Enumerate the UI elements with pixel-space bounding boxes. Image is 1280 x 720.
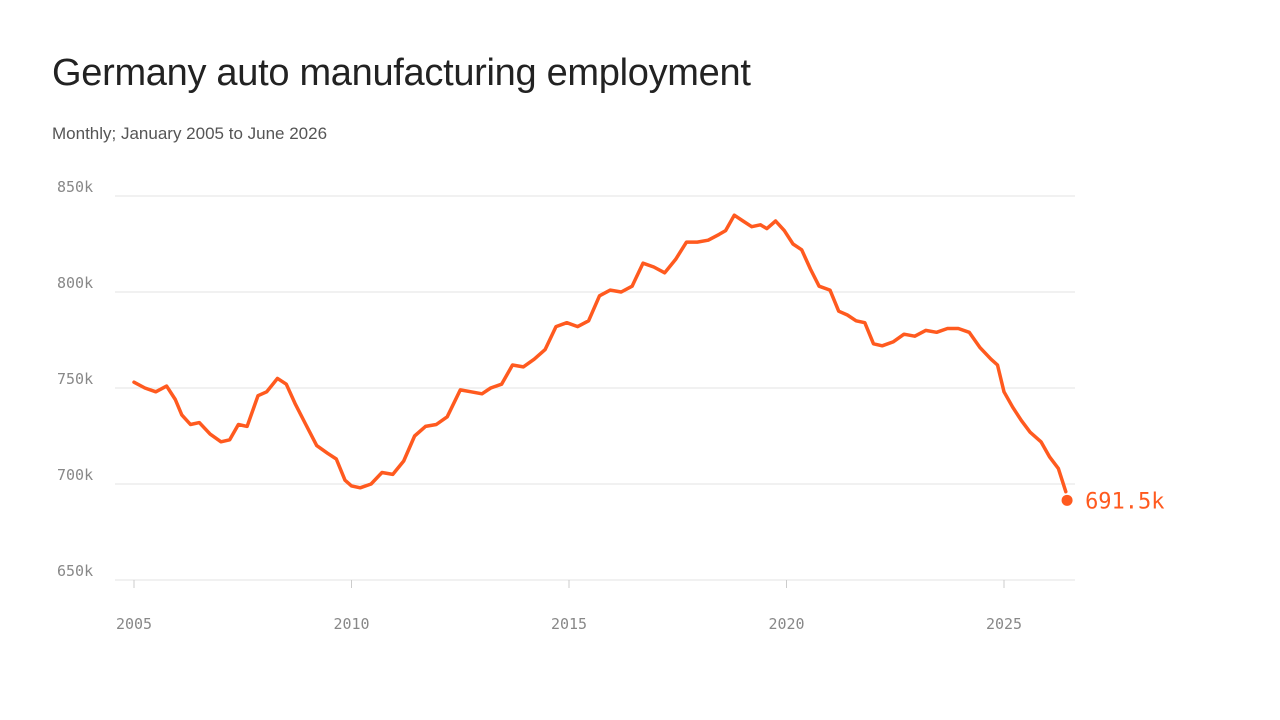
series-line (132, 213, 1068, 494)
end-point-marker (1061, 494, 1073, 506)
y-tick-label: 800k (57, 274, 93, 292)
gridlines (115, 195, 1075, 581)
y-tick-label: 750k (57, 370, 93, 388)
y-tick-label: 650k (57, 562, 93, 580)
y-tick-label: 850k (57, 178, 93, 196)
x-tick-label: 2005 (116, 615, 152, 633)
x-tick-label: 2010 (333, 615, 369, 633)
chart-subtitle: Monthly; January 2005 to June 2026 (52, 124, 328, 143)
chart-title: Germany auto manufacturing employment (52, 52, 751, 94)
axes: 650k 700k 750k 800k 850k 2005 2010 2015 2020 2025 (57, 178, 1022, 633)
x-tick-label: 2015 (551, 615, 587, 633)
end-value-label: 691.5k (1085, 489, 1164, 514)
series-layer (132, 213, 1068, 494)
y-tick-label: 700k (57, 466, 93, 484)
x-tick-label: 2020 (768, 615, 804, 633)
annotation-layer: 691.5k (1061, 489, 1165, 514)
x-tick-label: 2025 (986, 615, 1022, 633)
